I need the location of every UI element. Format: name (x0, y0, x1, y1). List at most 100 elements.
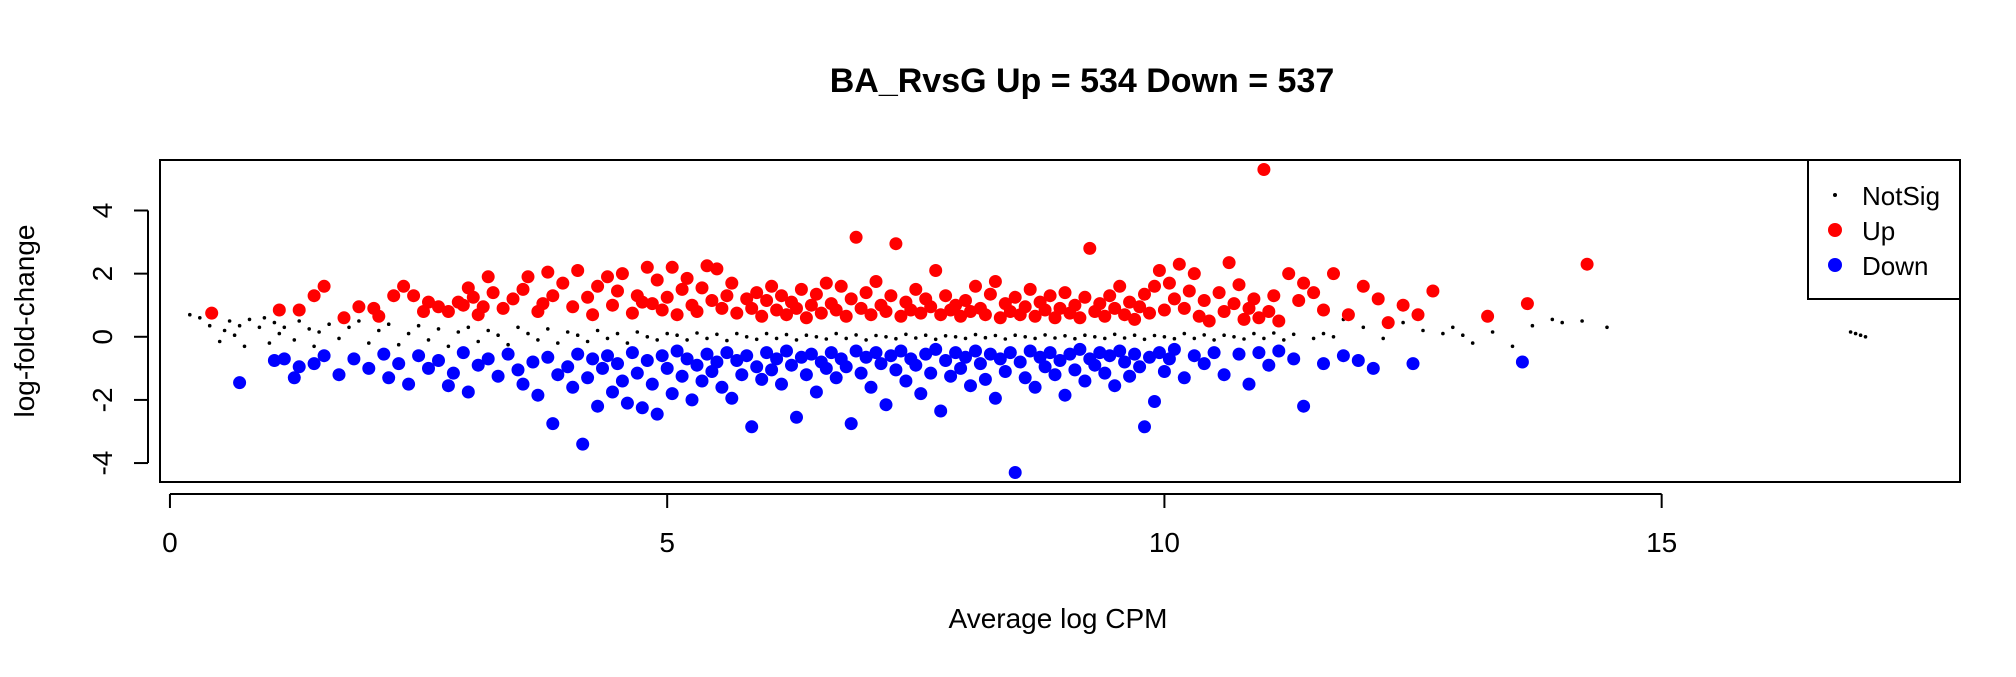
down-point (670, 344, 684, 358)
down-point (1406, 357, 1420, 371)
notsig-point (605, 336, 610, 341)
notsig-point (1311, 336, 1316, 341)
down-point (1177, 371, 1191, 385)
down-point (332, 368, 346, 382)
notsig-point (546, 327, 550, 331)
up-point (904, 303, 918, 317)
down-point (685, 393, 699, 407)
down-point (412, 349, 426, 363)
up-point (1202, 314, 1216, 328)
down-point (546, 417, 560, 431)
up-point (1038, 303, 1052, 317)
down-point (640, 354, 654, 367)
notsig-point (337, 336, 341, 341)
down-point (422, 361, 435, 375)
legend-notsig-label: NotSig (1862, 181, 1940, 211)
notsig-point (1580, 319, 1584, 323)
notsig-point (1858, 333, 1863, 338)
legend-down-marker (1828, 258, 1842, 272)
notsig-point (536, 338, 540, 342)
notsig-point (1003, 337, 1008, 341)
up-point (854, 301, 868, 315)
down-point (1053, 354, 1067, 367)
notsig-point (198, 316, 202, 320)
down-point (625, 346, 639, 360)
down-point (516, 377, 530, 391)
up-point (1023, 282, 1037, 296)
down-point (929, 342, 943, 356)
down-point (675, 369, 689, 383)
down-point (720, 346, 734, 360)
down-point (615, 374, 629, 388)
up-point (755, 309, 769, 323)
up-point (601, 270, 614, 284)
notsig-point (874, 333, 878, 338)
up-point (1212, 286, 1226, 300)
up-point (1187, 267, 1201, 281)
notsig-point (923, 333, 928, 338)
down-point (1207, 346, 1221, 360)
down-point (1272, 344, 1286, 358)
down-point (1297, 399, 1311, 413)
notsig-point (784, 332, 789, 337)
up-point (1113, 279, 1127, 293)
down-point (1157, 365, 1171, 378)
up-point (1396, 298, 1410, 312)
up-point (934, 308, 948, 322)
notsig-point (665, 331, 669, 336)
up-point (1078, 290, 1092, 304)
down-point (1028, 380, 1042, 394)
notsig-point (1401, 320, 1405, 325)
up-point (352, 300, 366, 314)
down-point (611, 357, 624, 371)
down-point (606, 385, 619, 399)
up-point (1252, 311, 1266, 325)
notsig-point (476, 339, 481, 344)
up-point (1197, 294, 1211, 307)
notsig-point (973, 332, 978, 337)
down-point (680, 352, 694, 366)
up-point (1108, 301, 1122, 315)
up-point (536, 297, 550, 311)
up-point (611, 284, 624, 298)
down-point (461, 385, 475, 399)
up-point (964, 305, 977, 318)
down-point (959, 350, 972, 364)
down-point (1078, 374, 1092, 388)
down-point (1232, 347, 1246, 361)
up-point (799, 311, 813, 325)
down-point (1118, 355, 1132, 369)
down-point (1336, 349, 1350, 363)
down-point (1023, 344, 1037, 358)
notsig-point (486, 328, 491, 333)
down-point (1148, 395, 1161, 408)
notsig-point (297, 319, 302, 323)
down-point (317, 349, 331, 363)
down-point (1103, 349, 1117, 363)
x-tick-label: 0 (162, 527, 178, 558)
up-point (954, 309, 968, 323)
notsig-point (1441, 331, 1445, 336)
notsig-point (282, 325, 287, 330)
down-point (799, 368, 813, 382)
down-point (824, 346, 838, 360)
down-point (630, 366, 644, 380)
down-point (954, 361, 968, 375)
down-point (561, 360, 575, 374)
notsig-point (1192, 336, 1197, 341)
notsig-point (1272, 331, 1276, 335)
down-point (292, 360, 306, 374)
down-point (790, 410, 803, 424)
up-point (1580, 257, 1594, 271)
x-tick-label: 15 (1646, 527, 1677, 558)
up-point (476, 300, 490, 314)
up-point (1356, 279, 1370, 293)
up-point (1003, 305, 1017, 318)
y-tick-label: -4 (87, 451, 118, 476)
up-point (1068, 298, 1082, 312)
down-point (770, 352, 784, 366)
up-point (819, 276, 833, 290)
notsig-point (1033, 336, 1037, 341)
notsig-point (774, 336, 779, 341)
